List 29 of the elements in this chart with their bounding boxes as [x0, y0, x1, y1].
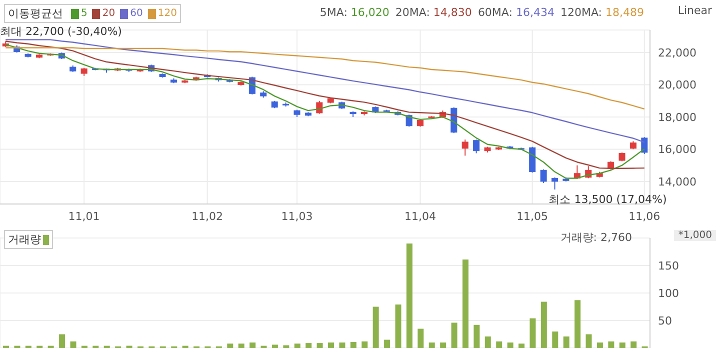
x-tick-label: 11,05	[516, 210, 548, 223]
text: 20MA: 14,830	[395, 6, 472, 19]
text: 5MA: 16,020	[320, 6, 390, 19]
legend-label: 20	[102, 8, 116, 19]
text: Linear	[678, 4, 712, 17]
legend-label: 120	[158, 8, 177, 19]
annotation: 최소 13,500 (17,04%)	[548, 192, 667, 206]
y-tick-label: 150	[658, 259, 679, 272]
legend-label: 거래량	[8, 232, 41, 247]
y-tick-label: 22,000	[658, 46, 696, 60]
text: 60MA: 16,434	[478, 6, 554, 19]
y-tick-label: 16,000	[658, 143, 696, 156]
legend-label: 60	[130, 8, 143, 19]
x-tick-label: 11,01	[68, 210, 100, 223]
y-tick-label: 18,000	[658, 110, 696, 124]
x-tick-label: 11,02	[192, 210, 224, 223]
annotation: 최대 22,700 (-30,40%)	[0, 24, 122, 40]
legend-label: 5	[81, 8, 88, 19]
legend-title: 이동평균선	[8, 6, 63, 21]
y-tick-label: 14,000	[658, 175, 696, 188]
y-tick-label: 50	[658, 314, 672, 328]
text: 120MA: 18,489	[560, 6, 644, 19]
x-tick-label: 11,06	[628, 210, 660, 223]
y-tick-label: 20,000	[658, 78, 696, 92]
annotation: 거래량: 2,760	[560, 230, 632, 245]
y-tick-label: 100	[658, 286, 679, 300]
y-axis-title: *1,000	[674, 230, 716, 241]
x-tick-label: 11,03	[281, 210, 313, 223]
x-tick-label: 11,04	[404, 210, 436, 223]
